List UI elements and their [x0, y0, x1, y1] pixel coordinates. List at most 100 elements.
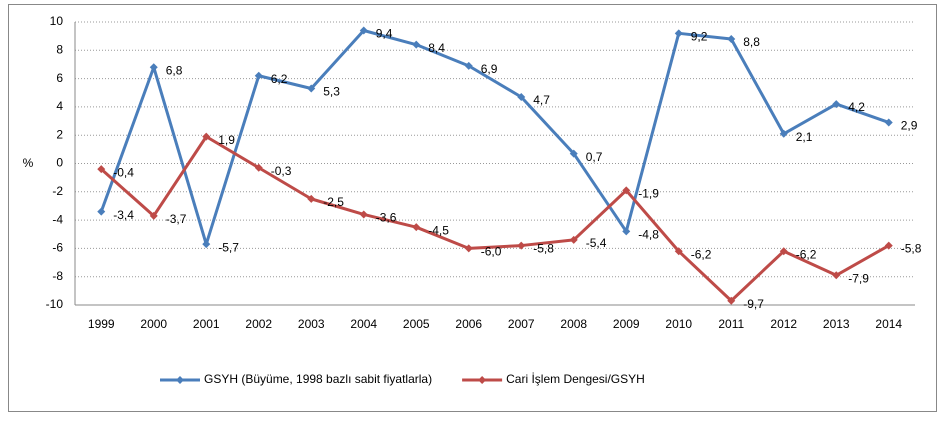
point-marker	[884, 241, 893, 250]
point-marker	[884, 118, 893, 127]
data-label: -5,8	[533, 242, 554, 256]
point-marker	[517, 92, 526, 101]
x-tick-label: 2011	[718, 317, 744, 331]
series-line	[100, 135, 890, 303]
x-tick-label: 2003	[298, 317, 325, 331]
data-label: -9,7	[743, 297, 764, 311]
data-label: 2,1	[796, 130, 813, 144]
data-label: -4,8	[638, 228, 659, 242]
data-label: -0,4	[113, 165, 134, 179]
data-label: 4,2	[848, 100, 865, 114]
point-marker	[622, 227, 631, 236]
data-label: -7,9	[848, 271, 869, 285]
legend-marker	[478, 376, 487, 384]
point-marker	[412, 223, 421, 232]
x-tick-label: 2007	[508, 317, 535, 331]
point-marker	[412, 40, 421, 49]
legend-marker	[176, 376, 184, 384]
point-marker	[779, 129, 788, 138]
x-tick-label: 2009	[613, 317, 640, 331]
point-marker	[359, 210, 368, 219]
data-label: 1,9	[218, 133, 235, 147]
x-tick-label: 2005	[403, 317, 430, 331]
point-marker	[202, 240, 211, 249]
point-marker	[464, 244, 473, 253]
x-tick-label: 2004	[350, 317, 377, 331]
data-label: -5,7	[218, 240, 239, 254]
data-label: 9,2	[691, 29, 708, 43]
series-line	[99, 28, 890, 246]
x-tick-label: 2008	[560, 317, 587, 331]
data-label: -5,8	[901, 242, 922, 256]
x-tick-label: 2000	[140, 317, 167, 331]
data-label: 5,3	[323, 85, 340, 99]
point-marker	[307, 84, 316, 93]
data-label: -3,4	[113, 208, 134, 222]
data-label: 2,9	[901, 119, 918, 133]
x-tick-label: 2012	[770, 317, 797, 331]
data-label: -1,9	[638, 187, 659, 201]
data-label: -4,5	[428, 223, 449, 237]
y-tick-label: -2	[52, 184, 63, 198]
data-label: -3,6	[376, 211, 397, 225]
data-label: -6,0	[481, 245, 502, 259]
point-marker	[359, 26, 368, 35]
point-marker	[674, 247, 683, 256]
point-marker	[674, 29, 683, 38]
point-marker	[832, 271, 841, 280]
point-marker	[254, 71, 263, 80]
point-marker	[727, 34, 736, 43]
point-marker	[149, 63, 158, 72]
point-marker	[517, 241, 526, 250]
chart-frame	[8, 4, 937, 412]
point-marker	[149, 211, 158, 220]
data-label: 8,8	[743, 35, 760, 49]
data-label: 0,7	[586, 150, 603, 164]
point-marker	[727, 296, 736, 305]
point-marker	[569, 235, 578, 244]
data-label: -6,2	[796, 247, 817, 261]
y-tick-label: 10	[50, 14, 64, 28]
point-marker	[832, 100, 841, 109]
legend-label: GSYH (Büyüme, 1998 bazlı sabit fiyatlarl…	[204, 372, 432, 386]
point-marker	[307, 194, 316, 203]
data-label: 8,4	[428, 41, 445, 55]
data-label: -3,7	[166, 212, 187, 226]
data-label: -6,2	[691, 247, 712, 261]
x-tick-label: 2013	[823, 317, 850, 331]
y-tick-label: -6	[52, 241, 63, 255]
y-axis-label: %	[23, 156, 34, 170]
data-label: -0,3	[271, 164, 292, 178]
legend-label: Cari İşlem Dengesi/GSYH	[506, 372, 645, 386]
y-tick-label: 8	[56, 42, 63, 56]
y-tick-label: -10	[46, 297, 64, 311]
data-label: -5,4	[586, 236, 607, 250]
x-tick-label: 2006	[455, 317, 482, 331]
y-tick-label: 0	[56, 156, 63, 170]
y-tick-label: -8	[52, 269, 63, 283]
data-label: 9,4	[376, 27, 393, 41]
point-marker	[464, 61, 473, 70]
x-tick-label: 2001	[193, 317, 220, 331]
data-label: 6,8	[166, 63, 183, 77]
data-label: 6,9	[481, 62, 498, 76]
y-tick-label: -4	[52, 212, 63, 226]
x-tick-label: 2010	[665, 317, 692, 331]
point-marker	[622, 186, 631, 195]
point-marker	[97, 207, 106, 216]
x-tick-label: 2014	[875, 317, 902, 331]
x-tick-label: 2002	[245, 317, 272, 331]
point-marker	[97, 165, 106, 174]
point-marker	[569, 149, 578, 158]
y-tick-label: 4	[56, 99, 63, 113]
x-tick-label: 1999	[88, 317, 115, 331]
data-label: -2,5	[323, 195, 344, 209]
y-tick-label: 2	[56, 127, 63, 141]
data-label: 4,7	[533, 93, 550, 107]
data-label: 6,2	[271, 72, 288, 86]
point-marker	[254, 163, 263, 172]
point-marker	[779, 247, 788, 256]
point-marker	[202, 132, 211, 141]
y-tick-label: 6	[56, 71, 63, 85]
